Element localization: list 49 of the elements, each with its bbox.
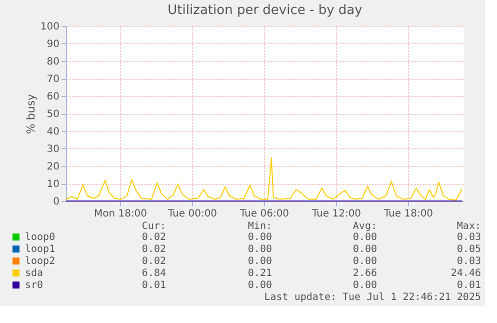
legend-label: sr0 — [25, 280, 44, 291]
y-tick-label: 90 — [46, 39, 60, 50]
text: 0.01 — [142, 280, 166, 291]
x-tick-label: Tue 12:00 — [310, 208, 362, 220]
legend-label: loop0 — [25, 232, 56, 243]
text: 0.00 — [248, 244, 272, 255]
text: 0.00 — [248, 232, 272, 243]
y-tick-label: 80 — [46, 56, 60, 68]
text: Max: — [456, 221, 481, 232]
text: 0.00 — [248, 280, 272, 291]
text: 0.00 — [352, 244, 377, 255]
text: Last update: Tue Jul 1 22:46:21 2025 — [264, 292, 481, 303]
y-tick-label: 30 — [46, 144, 60, 155]
line-series — [66, 158, 462, 201]
text: 0.02 — [142, 232, 166, 243]
text: 0.00 — [352, 280, 377, 291]
text: 0.00 — [248, 256, 272, 267]
y-tick-label: 60 — [46, 92, 60, 102]
text: 0.00 — [352, 256, 377, 267]
y-tick-label: 20 — [46, 162, 60, 172]
x-tick-label: Tue 06:00 — [238, 208, 290, 220]
x-tick-label: Tue 00:00 — [166, 208, 218, 220]
text: 24.46 — [450, 268, 481, 279]
y-tick-label: 0 — [53, 196, 60, 208]
text: 0.01 — [456, 280, 481, 291]
y-tick-label: 100 — [40, 22, 60, 32]
text: Min: — [248, 221, 272, 232]
x-tick-label: Mon 18:00 — [94, 208, 148, 220]
text: 2.66 — [352, 268, 377, 279]
text: 0.02 — [142, 256, 166, 267]
text: 0.05 — [456, 244, 481, 255]
text: 6.84 — [142, 268, 166, 279]
text: 0.00 — [352, 232, 377, 243]
legend-label: loop1 — [25, 244, 56, 255]
y-tick-label: 40 — [46, 126, 60, 138]
y-tick-label: 50 — [46, 109, 60, 120]
legend-label: loop2 — [25, 256, 56, 267]
text: 0.03 — [456, 256, 481, 267]
text: 0.02 — [142, 244, 166, 255]
text: 0.21 — [248, 268, 272, 279]
chart-title: Utilization per device - by day — [168, 3, 363, 18]
y-axis-title: % busy — [24, 93, 38, 134]
text: Avg: — [352, 221, 377, 232]
text: Cur: — [142, 221, 166, 232]
y-tick-label: 70 — [46, 74, 60, 85]
text: 0.03 — [456, 232, 481, 243]
y-tick-label: 10 — [46, 179, 60, 190]
legend-label: sda — [25, 268, 44, 279]
x-tick-label: Tue 18:00 — [382, 208, 434, 220]
